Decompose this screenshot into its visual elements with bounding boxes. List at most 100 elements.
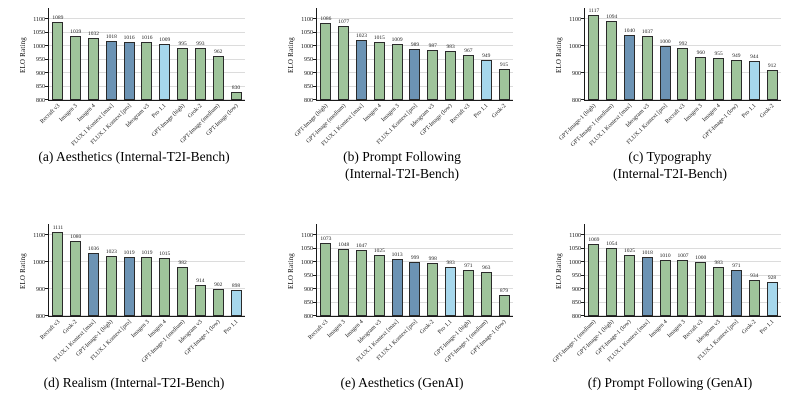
- bar-slot: 1015: [156, 251, 174, 316]
- y-tick-mark: [580, 274, 584, 276]
- bar-slot: 963: [477, 265, 495, 316]
- caption-line: (c) Typography: [628, 149, 712, 164]
- bar-flux-1-kontext-pro: [409, 49, 421, 100]
- bar-value-label: 993: [196, 41, 205, 48]
- bar-flux-1-kontext-pro: [123, 41, 135, 100]
- y-tick-label: 1050: [33, 30, 45, 37]
- y-tick-mark: [312, 315, 316, 316]
- bar-pro-1-1: [766, 281, 778, 316]
- bar-value-label: 898: [231, 282, 241, 289]
- y-tick-mark: [580, 72, 584, 74]
- bar-gpt-image-1-low: [730, 59, 742, 100]
- bar-value-label: 928: [767, 274, 777, 281]
- bar-imagen-4: [356, 249, 368, 316]
- gridline: [317, 234, 513, 236]
- bar-slot: 1069: [585, 237, 603, 316]
- bar-value-label: 944: [750, 54, 759, 61]
- x-tick-label: Pro 1.1: [741, 103, 758, 120]
- y-tick-label: 850: [304, 84, 313, 91]
- caption-line: (f) Prompt Following (GenAI): [587, 375, 753, 390]
- y-tick-mark: [44, 58, 48, 60]
- y-tick-label: 1000: [569, 259, 581, 266]
- y-tick-mark: [44, 288, 48, 290]
- bar-ideogram-v3: [713, 266, 725, 316]
- x-tick-label: Imagen 3: [326, 319, 347, 340]
- caption-line: (a) Aesthetics (Internal-T2I-Bench): [38, 149, 230, 164]
- bar-value-label: 1009: [159, 36, 171, 43]
- bar-pro-1-1: [230, 289, 242, 316]
- chart-panel-c: ELO Rating 800 900 1000 1100 1117 1094 1040 1037…: [536, 0, 804, 200]
- bar-slot: 934: [745, 273, 763, 316]
- y-tick-label: 950: [304, 57, 313, 64]
- plot-row: ELO Rating 800 850 900 950 1000 1050 1100 1086 10…: [282, 8, 522, 104]
- y-tick-label: 1000: [33, 43, 45, 50]
- bar-imagen-3: [391, 43, 403, 100]
- bar-slot: 955: [710, 51, 728, 100]
- bar-value-label: 995: [178, 40, 187, 47]
- plot-area: 1089 1039 1032 1018 1016 1016 1009 995 993 962 830: [44, 8, 245, 101]
- x-tick-label: Pro 1.1: [222, 319, 240, 336]
- chart-figure-a: ELO Rating 800 850 900 950 1000 1050 1100 1089 10…: [14, 8, 254, 147]
- bar-slot: 1019: [120, 250, 138, 316]
- y-tick-mark: [580, 288, 584, 290]
- y-tick-label: 900: [572, 286, 581, 293]
- chart-panel-b: ELO Rating 800 850 900 950 1000 1050 1100 1086 10…: [268, 0, 536, 200]
- bar-slot: 1019: [138, 250, 156, 316]
- plot-row: ELO Rating 800 900 1000 1100 1111 1080 1036 1023…: [14, 224, 254, 320]
- bar-value-label: 1077: [338, 18, 350, 25]
- bar-value-label: 983: [714, 259, 723, 266]
- bar-slot: 1077: [335, 18, 353, 100]
- y-axis-ticks: 800 850 900 950 1000 1050 1100: [562, 224, 584, 320]
- bar-gpt-image-1-low: [624, 255, 636, 316]
- plot-area: 1069 1054 1025 1018 1010 1007 1000 983 971 934 928: [580, 224, 781, 317]
- bar-slot: 949: [477, 53, 495, 100]
- bar-slot: 1007: [674, 253, 692, 316]
- chart-figure-c: ELO Rating 800 900 1000 1100 1117 1094 1040 1037…: [550, 8, 790, 148]
- bar-pro-1-1: [159, 43, 171, 100]
- bar-grok-2: [70, 240, 82, 316]
- bar-flux-1-kontext-pro: [730, 270, 742, 316]
- x-tick-label: GPT-Image (high): [150, 103, 186, 139]
- y-tick-label: 800: [304, 313, 313, 320]
- bar-value-label: 1111: [52, 225, 64, 232]
- bar-value-label: 1000: [659, 39, 671, 46]
- y-tick-mark: [312, 247, 316, 249]
- bar-slot: 1000: [692, 255, 710, 316]
- bar-value-label: 915: [499, 62, 509, 69]
- y-tick-mark: [44, 99, 48, 100]
- bars-group: 1073 1048 1047 1025 1013 999 998 983 971 963 879: [317, 224, 513, 316]
- bar-value-label: 879: [499, 287, 509, 294]
- chart-caption-d: (d) Realism (Internal-T2I-Bench): [44, 375, 225, 392]
- gridline: [585, 18, 781, 20]
- x-axis-labels: Recraft v3 Imagen 3 Imagen 4 FLUX.1 Kontext…: [39, 101, 244, 147]
- bar-value-label: 987: [428, 42, 437, 49]
- bar-slot: 1111: [49, 225, 67, 316]
- bar-slot: 967: [460, 48, 478, 100]
- gridline: [317, 45, 513, 47]
- bar-gpt-image-high: [320, 23, 332, 100]
- plot-area: 1111 1080 1036 1023 1019 1019 1015 982 914 902 898: [44, 224, 245, 317]
- y-tick-label: 950: [572, 273, 581, 280]
- bar-slot: 1086: [317, 16, 335, 100]
- bar-pro-1-1: [748, 61, 760, 100]
- bar-imagen-4: [713, 58, 725, 100]
- bar-slot: 1015: [370, 35, 388, 100]
- bar-flux-1-kontext-max: [641, 257, 653, 316]
- bar-value-label: 914: [196, 278, 205, 285]
- bar-recraft-v3: [52, 232, 64, 316]
- bar-slot: 912: [763, 63, 781, 100]
- chart-caption-e: (e) Aesthetics (GenAI): [341, 375, 464, 392]
- y-tick-label: 900: [36, 70, 45, 77]
- bar-flux-1-kontext-max: [105, 41, 117, 100]
- y-tick-label: 1100: [569, 16, 581, 23]
- bar-recraft-v3: [695, 262, 707, 316]
- bar-slot: 1080: [67, 234, 85, 316]
- bar-value-label: 1023: [105, 249, 117, 256]
- bar-slot: 983: [442, 44, 460, 100]
- x-tick-label: Imagen 3: [130, 319, 151, 340]
- y-axis-title: ELO Rating: [550, 8, 563, 101]
- gridline: [317, 261, 513, 263]
- plot-row: ELO Rating 800 900 1000 1100 1117 1094 1040 1037…: [550, 8, 790, 104]
- caption-line: (Internal-T2I-Bench): [613, 165, 727, 181]
- bar-imagen-4: [373, 42, 385, 100]
